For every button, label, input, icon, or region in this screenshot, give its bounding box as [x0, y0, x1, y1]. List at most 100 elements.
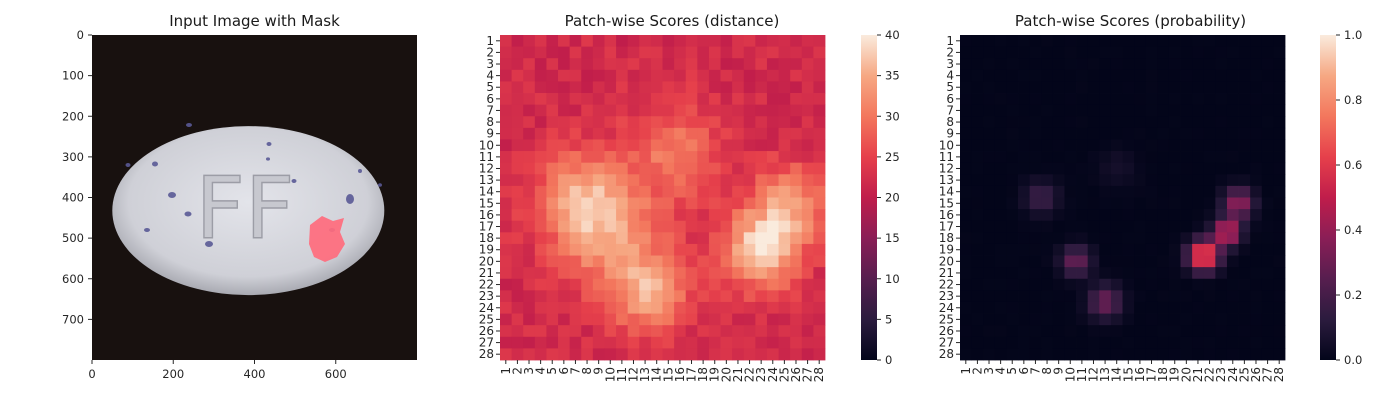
heatmap-cell — [1273, 255, 1286, 268]
heatmap-cell — [581, 139, 594, 152]
heatmap-cell — [592, 243, 605, 256]
heatmap-cell — [801, 220, 814, 233]
heatmap-cell — [581, 220, 594, 233]
heatmap-cell — [813, 336, 826, 349]
heatmap-cell — [558, 139, 571, 152]
heatmap-cell — [569, 267, 582, 280]
col-tick-label: 23 — [754, 367, 768, 382]
heatmap-cell — [766, 174, 779, 187]
heatmap-cell — [1110, 174, 1123, 187]
heatmap-cell — [790, 243, 803, 256]
heatmap-cell — [1110, 220, 1123, 233]
heatmap-cell — [1192, 325, 1205, 338]
heatmap-cell — [627, 232, 640, 245]
heatmap-cell — [1145, 278, 1158, 291]
heatmap-cell — [1052, 35, 1065, 48]
heatmap-cell — [1110, 151, 1123, 164]
heatmap-cell — [534, 127, 547, 140]
heatmap-cell — [766, 104, 779, 117]
heatmap-cell — [994, 162, 1007, 175]
heatmap-cell — [1029, 58, 1042, 71]
heatmap-cell — [1168, 69, 1181, 82]
heatmap-cell — [766, 267, 779, 280]
heatmap-cell — [674, 127, 687, 140]
col-tick-label: 20 — [1179, 367, 1193, 382]
heatmap-cell — [1168, 301, 1181, 314]
heatmap-cell — [1250, 197, 1263, 210]
heatmap-cell — [592, 139, 605, 152]
heatmap-cell — [1215, 116, 1228, 129]
heatmap-cell — [1261, 243, 1274, 256]
col-tick-label: 11 — [615, 367, 629, 382]
heatmap-cell — [1122, 127, 1135, 140]
heatmap-cell — [511, 46, 524, 59]
heatmap-cell — [581, 209, 594, 222]
heatmap-cell — [639, 151, 652, 164]
distance-heatmap-axes: 1122334455667788991010111112121313141415… — [479, 34, 826, 382]
heatmap-cell — [534, 139, 547, 152]
heatmap-cell — [720, 93, 733, 106]
heatmap-cell — [650, 209, 663, 222]
heatmap-cell — [674, 301, 687, 314]
heatmap-cell — [1110, 46, 1123, 59]
heatmap-cell — [743, 162, 756, 175]
heatmap-cell — [743, 220, 756, 233]
heatmap-cell — [971, 104, 984, 117]
heatmap-cell — [581, 243, 594, 256]
heatmap-cell — [662, 197, 675, 210]
col-tick-label: 9 — [592, 367, 606, 375]
heatmap-cell — [1203, 35, 1216, 48]
heatmap-cell — [708, 81, 721, 94]
row-tick-label: 22 — [939, 278, 954, 292]
row-tick-label: 25 — [939, 312, 954, 326]
heatmap-cell — [1122, 243, 1135, 256]
heatmap-cell — [801, 116, 814, 129]
heatmap-cell — [616, 220, 629, 233]
heatmap-cell — [1250, 313, 1263, 326]
heatmap-cell — [778, 139, 791, 152]
heatmap-cell — [1180, 185, 1193, 198]
col-tick-label: 14 — [1110, 367, 1124, 382]
heatmap-cell — [534, 290, 547, 303]
col-tick-label: 13 — [1098, 367, 1112, 382]
heatmap-cell — [1250, 151, 1263, 164]
heatmap-cell — [732, 313, 745, 326]
heatmap-cell — [1250, 104, 1263, 117]
heatmap-cell — [1238, 58, 1251, 71]
heatmap-cell — [732, 348, 745, 361]
heatmap-cell — [1273, 151, 1286, 164]
heatmap-cell — [1122, 255, 1135, 268]
heatmap-cell — [1018, 290, 1031, 303]
heatmap-cell — [1006, 232, 1019, 245]
heatmap-cell — [1029, 255, 1042, 268]
heatmap-cell — [1076, 290, 1089, 303]
heatmap-cell — [639, 209, 652, 222]
heatmap-cell — [1250, 220, 1263, 233]
probability-heatmap — [960, 35, 1286, 361]
heatmap-cell — [790, 197, 803, 210]
heatmap-cell — [534, 336, 547, 349]
heatmap-cell — [674, 104, 687, 117]
heatmap-cell — [960, 93, 973, 106]
heatmap-cell — [534, 348, 547, 361]
heatmap-cell — [1145, 301, 1158, 314]
heatmap-cell — [755, 151, 768, 164]
heatmap-cell — [960, 243, 973, 256]
heatmap-cell — [1099, 139, 1112, 152]
heatmap-cell — [743, 336, 756, 349]
heatmap-cell — [983, 81, 996, 94]
heatmap-cell — [708, 197, 721, 210]
heatmap-cell — [1087, 267, 1100, 280]
heatmap-cell — [1238, 197, 1251, 210]
heatmap-cell — [511, 278, 524, 291]
heatmap-cell — [604, 209, 617, 222]
heatmap-cell — [755, 69, 768, 82]
heatmap-cell — [581, 35, 594, 48]
heatmap-cell — [1168, 93, 1181, 106]
heatmap-cell — [1134, 116, 1147, 129]
row-tick-label: 12 — [479, 161, 494, 175]
heatmap-cell — [790, 278, 803, 291]
heatmap-cell — [720, 267, 733, 280]
col-tick-label: 27 — [1261, 367, 1275, 382]
heatmap-cell — [1076, 58, 1089, 71]
